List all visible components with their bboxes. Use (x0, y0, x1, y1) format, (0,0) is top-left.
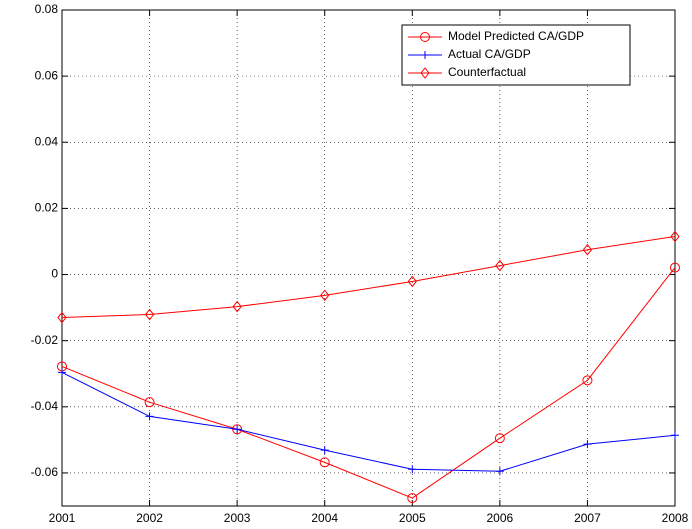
series-line (61, 267, 676, 499)
x-tick-label: 2001 (49, 511, 76, 525)
legend-label: Model Predicted CA/GDP (448, 29, 584, 43)
legend-marker (420, 32, 430, 42)
marker (233, 425, 242, 434)
marker (232, 300, 242, 313)
legend-marker (421, 51, 429, 59)
marker (57, 311, 67, 324)
legend: Model Predicted CA/GDP Actual CA/GDP Count… (401, 24, 631, 86)
marker (495, 467, 504, 476)
marker (319, 457, 330, 468)
y-tick-label: 0.06 (35, 68, 59, 82)
marker (407, 493, 418, 504)
marker (320, 446, 329, 455)
marker (670, 262, 680, 273)
x-tick-label: 2003 (224, 511, 251, 525)
plot-area (62, 10, 675, 506)
marker (58, 368, 66, 377)
y-tick-label: -0.06 (31, 465, 59, 479)
y-tick-label: 0.08 (35, 2, 59, 16)
marker (583, 440, 592, 449)
legend-label: Counterfactual (448, 65, 526, 79)
y-tick-label: 0.04 (35, 134, 59, 148)
marker (582, 243, 593, 256)
x-tick-label: 2004 (311, 511, 338, 525)
marker (582, 375, 593, 386)
marker (407, 275, 417, 288)
series-line (61, 236, 676, 319)
marker (232, 424, 243, 435)
legend-marker (420, 67, 430, 79)
x-tick-label: 2002 (136, 511, 163, 525)
x-tick-label: 2007 (574, 511, 601, 525)
y-tick-label: 0.02 (35, 201, 59, 215)
y-tick-label: 0 (51, 267, 58, 281)
y-tick-label: -0.04 (31, 399, 59, 413)
series-line (61, 371, 676, 472)
marker (320, 289, 330, 302)
marker (495, 259, 505, 272)
marker (144, 308, 155, 321)
axes-box (61, 9, 676, 507)
x-tick-label: 2005 (399, 511, 426, 525)
legend-label: Actual CA/GDP (448, 47, 531, 61)
marker (494, 433, 505, 444)
marker (670, 230, 680, 243)
y-tick-label: -0.02 (31, 333, 59, 347)
x-tick-label: 2008 (662, 511, 689, 525)
marker (144, 397, 155, 408)
x-tick-label: 2006 (487, 511, 514, 525)
marker (671, 431, 679, 440)
marker (408, 465, 417, 474)
marker (145, 412, 154, 421)
